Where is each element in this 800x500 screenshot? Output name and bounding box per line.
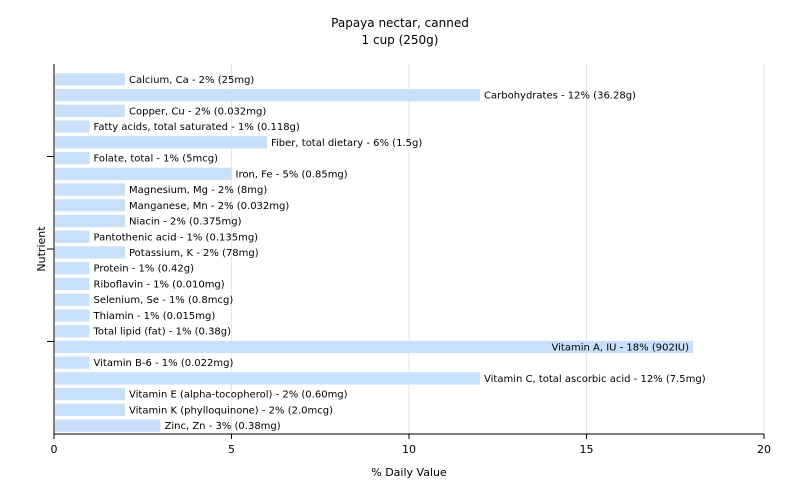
bar-data-label: Vitamin E (alpha-tocopherol) - 2% (0.60m… <box>129 390 348 401</box>
bar <box>55 403 125 417</box>
bar-data-label: Magnesium, Mg - 2% (8mg) <box>129 185 267 196</box>
bar-data-label: Selenium, Se - 1% (0.8mcg) <box>94 295 234 306</box>
bar <box>55 388 125 401</box>
x-tick-label: 20 <box>757 443 771 456</box>
bar <box>55 151 90 165</box>
bar-data-label: Zinc, Zn - 3% (0.38mg) <box>165 421 281 432</box>
bar-data-label: Fiber, total dietary - 6% (1.5g) <box>271 138 422 149</box>
bar <box>55 120 90 133</box>
chart-title: Papaya nectar, canned <box>331 16 469 30</box>
bar-data-label: Niacin - 2% (0.375mg) <box>129 217 242 228</box>
chart-subtitle: 1 cup (250g) <box>362 33 439 47</box>
bar <box>55 293 90 306</box>
bar-data-label: Potassium, K - 2% (78mg) <box>129 248 259 259</box>
bar-data-label: Calcium, Ca - 2% (25mg) <box>129 75 254 86</box>
bar <box>55 167 232 180</box>
bar <box>55 199 125 212</box>
bar <box>55 340 693 354</box>
bar <box>55 230 90 243</box>
x-tick-label: 10 <box>402 443 416 456</box>
bar <box>55 325 90 338</box>
bar <box>55 419 161 432</box>
bar-data-label: Vitamin C, total ascorbic acid - 12% (7.… <box>484 374 706 385</box>
x-axis-title: % Daily Value <box>371 466 447 479</box>
x-tick-label: 15 <box>580 443 594 456</box>
bar <box>55 136 267 149</box>
bar <box>55 277 90 291</box>
bar <box>55 73 125 86</box>
bar-data-label: Riboflavin - 1% (0.010mg) <box>94 279 225 290</box>
bar <box>55 104 125 117</box>
bar-data-label: Iron, Fe - 5% (0.85mg) <box>236 169 348 180</box>
bar <box>55 372 480 385</box>
bar <box>55 309 90 322</box>
bar-data-label: Pantothenic acid - 1% (0.135mg) <box>94 232 259 243</box>
bar-data-label: Copper, Cu - 2% (0.032mg) <box>129 106 266 117</box>
x-ticks: 0 5 10 15 20 <box>47 156 771 456</box>
bar <box>55 88 480 102</box>
bar-data-label: Total lipid (fat) - 1% (0.38g) <box>93 327 232 338</box>
bar-data-label: Protein - 1% (0.42g) <box>94 264 195 275</box>
x-tick-label: 5 <box>228 443 235 456</box>
bars: Calcium, Ca - 2% (25mg) Carbohydrates - 1… <box>55 73 706 432</box>
bar <box>55 246 125 259</box>
y-axis-title: Nutrient <box>35 226 48 272</box>
bar-data-label: Manganese, Mn - 2% (0.032mg) <box>129 201 289 212</box>
bar-data-label: Vitamin B-6 - 1% (0.022mg) <box>94 358 234 369</box>
bar-data-label: Fatty acids, total saturated - 1% (0.118… <box>94 122 300 133</box>
bar <box>55 262 90 275</box>
bar-data-label: Carbohydrates - 12% (36.28g) <box>484 91 636 102</box>
bar <box>55 183 125 196</box>
bar-data-label: Folate, total - 1% (5mcg) <box>94 154 219 165</box>
bar-data-label: Vitamin K (phylloquinone) - 2% (2.0mcg) <box>129 405 333 416</box>
x-tick-label: 0 <box>51 443 58 456</box>
bar <box>55 356 90 369</box>
bar-data-label: Thiamin - 1% (0.015mg) <box>93 311 216 322</box>
bar-data-label: Vitamin A, IU - 18% (902IU) <box>552 342 690 353</box>
bar <box>55 214 125 228</box>
